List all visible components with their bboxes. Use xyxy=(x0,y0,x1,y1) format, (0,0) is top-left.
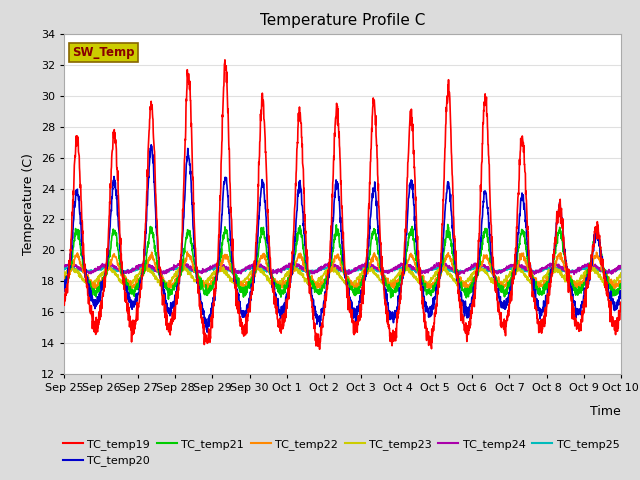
Title: Temperature Profile C: Temperature Profile C xyxy=(260,13,425,28)
Y-axis label: Temperature (C): Temperature (C) xyxy=(22,153,35,255)
X-axis label: Time: Time xyxy=(590,405,621,418)
Text: SW_Temp: SW_Temp xyxy=(72,46,135,59)
Legend: TC_temp19, TC_temp20, TC_temp21, TC_temp22, TC_temp23, TC_temp24, TC_temp25: TC_temp19, TC_temp20, TC_temp21, TC_temp… xyxy=(58,434,624,471)
